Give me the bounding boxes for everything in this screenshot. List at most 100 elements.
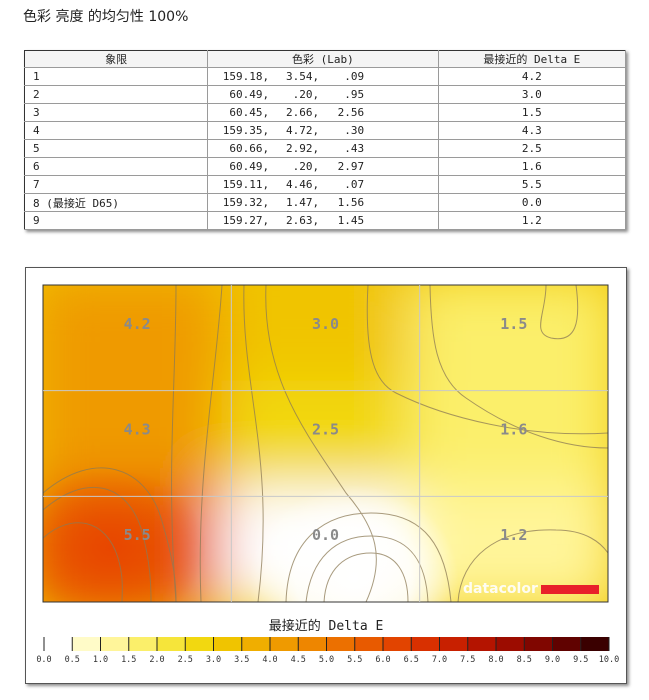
legend-tick-label: 6.0 bbox=[375, 655, 390, 665]
legend-swatch bbox=[496, 637, 525, 651]
cell-delta-label: 5.5 bbox=[124, 526, 151, 544]
table-row: 6 60.49, .20, 2.97 1.6 bbox=[23, 157, 627, 176]
cell-delta-label: 1.6 bbox=[500, 421, 527, 439]
legend-swatch bbox=[185, 637, 214, 651]
heat-hotspot bbox=[43, 468, 206, 602]
table-row: 9 159.27, 2.63, 1.45 1.2 bbox=[23, 211, 627, 230]
legend-swatch bbox=[100, 637, 130, 651]
row-lab-a: .20, bbox=[292, 160, 320, 173]
row-lab-b: .07 bbox=[344, 178, 365, 191]
row-quadrant-label: 8 (最接近 D65) bbox=[23, 193, 209, 212]
row-lab-values: 60.49, .20, 2.97 bbox=[207, 157, 439, 176]
row-lab-l: 159.11, bbox=[222, 178, 270, 191]
contour-line bbox=[265, 285, 377, 602]
contour-line bbox=[43, 486, 152, 602]
legend-tick-label: 9.0 bbox=[545, 655, 560, 665]
legend-swatch bbox=[439, 637, 469, 651]
legend-tick-label: 3.0 bbox=[206, 655, 221, 665]
chart-frame: 4.2 3.0 1.5 4.3 2.5 1.6 5.5 0.0 1.2 datacolor 最接… bbox=[25, 267, 627, 684]
contour-line bbox=[323, 552, 409, 602]
legend-tick-label: 0.5 bbox=[65, 655, 80, 665]
row-lab-l: 60.49, bbox=[229, 88, 270, 101]
row-lab-b: .95 bbox=[344, 88, 365, 101]
row-delta-e: 3.0 bbox=[437, 85, 627, 104]
row-lab-l: 159.18, bbox=[222, 70, 270, 83]
legend-title: 最接近的 Delta E bbox=[269, 618, 384, 634]
legend-swatch bbox=[213, 637, 243, 651]
legend-swatch bbox=[157, 637, 186, 651]
plot-border bbox=[42, 284, 609, 603]
row-lab-values: 159.27, 2.63, 1.45 bbox=[207, 211, 439, 230]
legend-swatch bbox=[411, 637, 440, 651]
legend-tick-label: 4.0 bbox=[262, 655, 277, 665]
row-lab-values: 159.35, 4.72, .30 bbox=[207, 121, 439, 140]
legend-swatch bbox=[383, 637, 412, 651]
row-lab-a: 3.54, bbox=[286, 70, 320, 83]
legend-swatch bbox=[270, 637, 299, 651]
legend-tick-label: 2.0 bbox=[149, 655, 164, 665]
cell-delta-label: 1.5 bbox=[500, 315, 527, 333]
contour-line bbox=[199, 285, 223, 602]
legend-swatch bbox=[524, 637, 553, 651]
contour-line bbox=[43, 467, 177, 602]
contour-line bbox=[366, 285, 608, 435]
page-title: 色彩 亮度 的均匀性 100% bbox=[23, 9, 189, 25]
legend-tick-label: 3.5 bbox=[234, 655, 249, 665]
legend-swatch bbox=[326, 637, 356, 651]
row-lab-a: 4.72, bbox=[286, 124, 320, 137]
cell-delta-label: 4.3 bbox=[124, 421, 151, 439]
legend-tick-label: 8.0 bbox=[488, 655, 503, 665]
legend-tick-label: 5.0 bbox=[319, 655, 334, 665]
row-lab-b: .09 bbox=[344, 70, 365, 83]
row-quadrant-label: 5 bbox=[23, 139, 209, 158]
cell-delta-label: 4.2 bbox=[124, 315, 151, 333]
heat-cell bbox=[409, 380, 608, 507]
legend-tick-label: 7.5 bbox=[460, 655, 475, 665]
contour-line bbox=[243, 285, 264, 602]
legend-tick-label: 2.5 bbox=[178, 655, 193, 665]
header-quadrant: 象限 bbox=[23, 50, 209, 68]
row-delta-e: 2.5 bbox=[437, 139, 627, 158]
row-lab-l: 159.35, bbox=[222, 124, 270, 137]
row-quadrant-label: 6 bbox=[23, 157, 209, 176]
row-lab-values: 60.66, 2.92, .43 bbox=[207, 139, 439, 158]
row-lab-values: 159.11, 4.46, .07 bbox=[207, 175, 439, 194]
contour-line bbox=[457, 529, 608, 602]
row-lab-a: .20, bbox=[292, 88, 320, 101]
row-delta-e: 1.6 bbox=[437, 157, 627, 176]
row-quadrant-label: 9 bbox=[23, 211, 209, 230]
row-quadrant-label: 7 bbox=[23, 175, 209, 194]
row-lab-b: 1.56 bbox=[337, 196, 365, 209]
row-delta-e: 0.0 bbox=[437, 193, 627, 212]
legend-swatch bbox=[580, 637, 610, 651]
contour-line bbox=[305, 535, 429, 602]
quadrant-table: 象限 色彩 (Lab) 最接近的 Delta E 1 159.18, 3.54, .0… bbox=[23, 50, 627, 230]
cell-delta-label: 3.0 bbox=[312, 315, 339, 333]
row-lab-a: 2.92, bbox=[286, 142, 320, 155]
contour-line bbox=[429, 285, 608, 449]
contour-line bbox=[43, 522, 123, 602]
legend-swatch bbox=[467, 637, 497, 651]
row-delta-e: 1.2 bbox=[437, 211, 627, 230]
row-delta-e: 5.5 bbox=[437, 175, 627, 194]
legend-tick-label: 7.0 bbox=[432, 655, 447, 665]
row-lab-a: 4.46, bbox=[286, 178, 320, 191]
legend-swatch bbox=[298, 637, 327, 651]
row-lab-l: 159.27, bbox=[222, 214, 270, 227]
row-lab-b: 1.45 bbox=[337, 214, 365, 227]
contour-line bbox=[540, 285, 579, 340]
table-row: 5 60.66, 2.92, .43 2.5 bbox=[23, 139, 627, 158]
cell-delta-label: 0.0 bbox=[312, 526, 339, 544]
table-row: 3 60.45, 2.66, 2.56 1.5 bbox=[23, 103, 627, 122]
legend-swatch bbox=[128, 637, 158, 651]
legend-tick-label: 5.5 bbox=[347, 655, 362, 665]
row-lab-l: 159.32, bbox=[222, 196, 270, 209]
legend-swatch bbox=[44, 637, 73, 651]
row-lab-l: 60.66, bbox=[229, 142, 270, 155]
legend-tick-label: 4.5 bbox=[291, 655, 306, 665]
legend-tick-label: 1.0 bbox=[93, 655, 108, 665]
row-lab-values: 159.18, 3.54, .09 bbox=[207, 67, 439, 86]
row-lab-values: 60.45, 2.66, 2.56 bbox=[207, 103, 439, 122]
table-row: 2 60.49, .20, .95 3.0 bbox=[23, 85, 627, 104]
uniformity-chart: 4.2 3.0 1.5 4.3 2.5 1.6 5.5 0.0 1.2 datacolor 最接… bbox=[36, 284, 619, 665]
